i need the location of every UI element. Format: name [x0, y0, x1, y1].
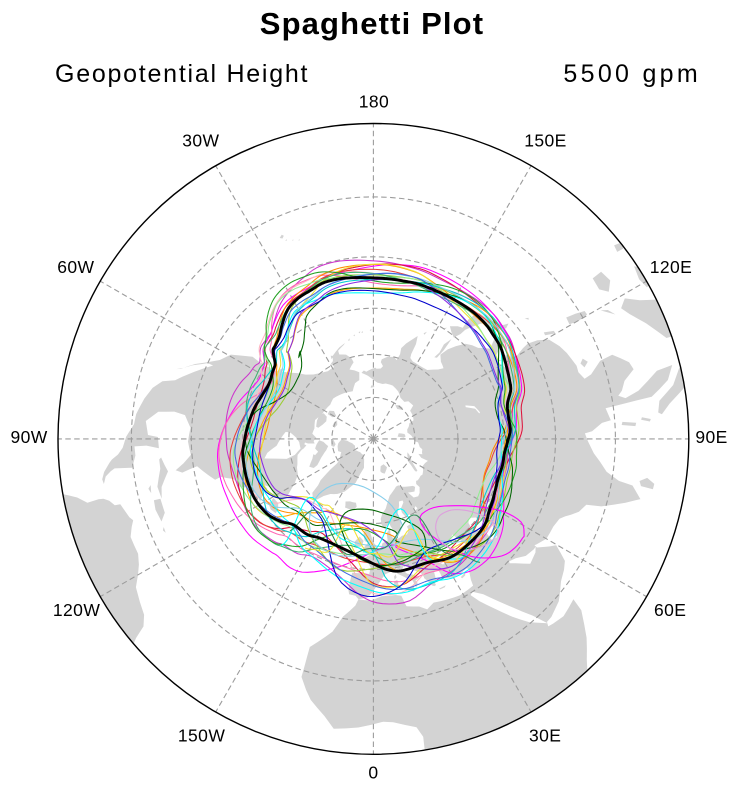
- svg-text:150E: 150E: [524, 131, 566, 151]
- svg-text:180: 180: [359, 91, 389, 111]
- svg-text:90E: 90E: [695, 427, 727, 447]
- svg-text:90W: 90W: [11, 427, 48, 447]
- svg-text:0: 0: [368, 762, 378, 782]
- svg-text:150W: 150W: [178, 726, 225, 746]
- svg-text:60E: 60E: [654, 600, 686, 620]
- svg-text:120W: 120W: [53, 600, 100, 620]
- svg-text:60W: 60W: [57, 257, 94, 277]
- svg-text:30W: 30W: [182, 131, 219, 151]
- svg-text:120E: 120E: [650, 257, 692, 277]
- svg-text:30E: 30E: [529, 726, 561, 746]
